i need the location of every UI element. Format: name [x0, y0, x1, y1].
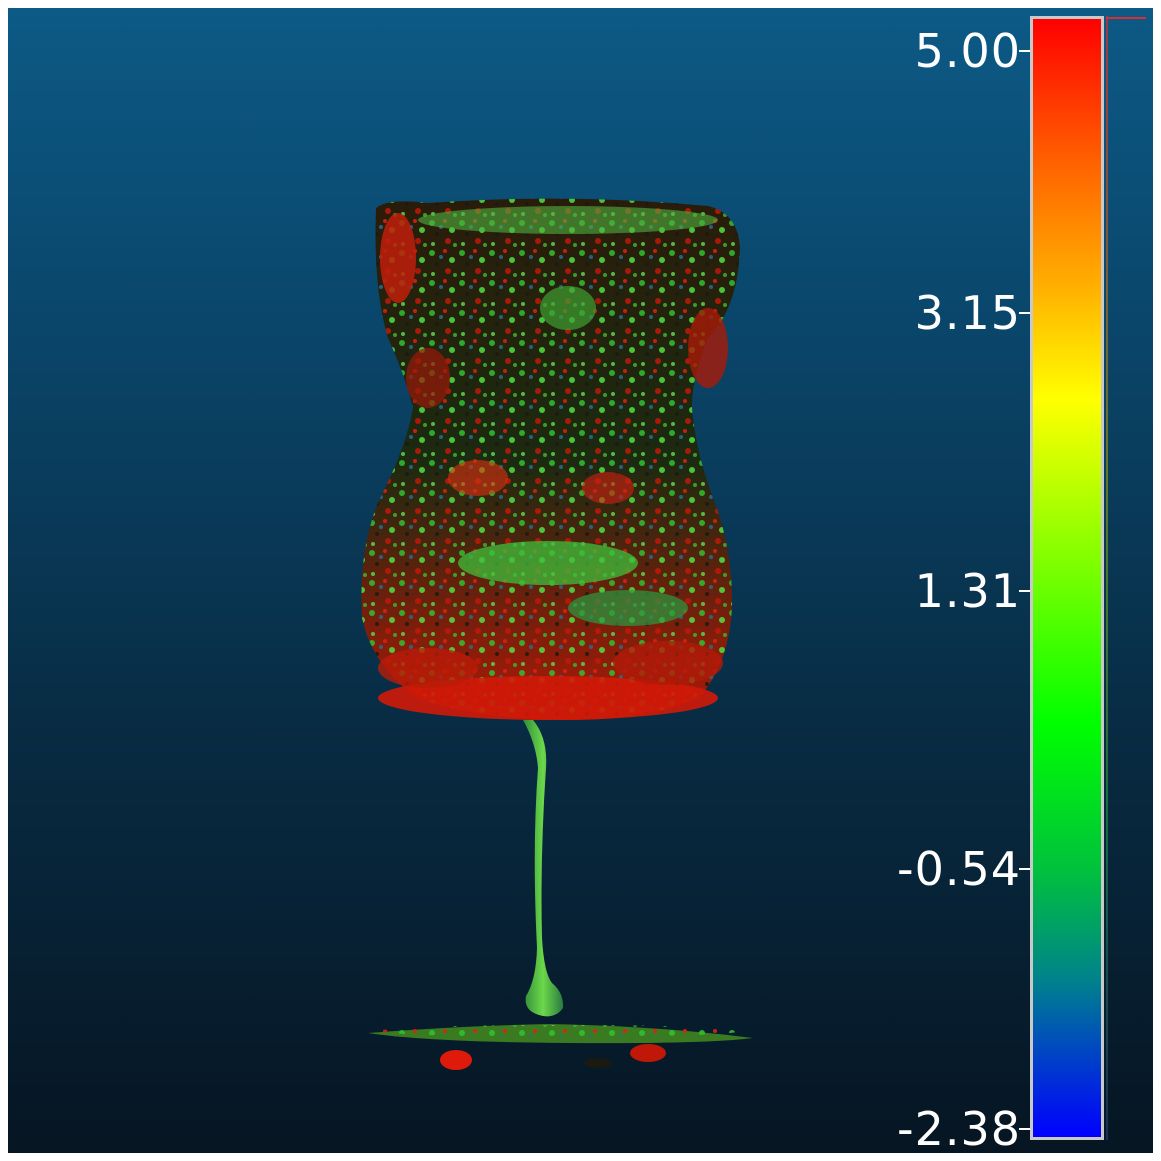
scale-corner-marker — [1106, 17, 1146, 19]
point-cloud-model — [361, 198, 753, 1070]
scale-tick-label: 3.15 — [914, 286, 1021, 340]
scale-tick-label: 1.31 — [914, 564, 1021, 618]
scale-tick-mark — [1019, 1128, 1030, 1130]
scale-tick-mark — [1019, 590, 1030, 592]
scale-tick-label: 5.00 — [914, 24, 1021, 78]
scale-tick-label: -2.38 — [896, 1102, 1021, 1153]
glass-stem — [523, 720, 564, 1017]
scale-tick-mark — [1019, 50, 1030, 52]
color-scale-bar — [1030, 16, 1104, 1140]
3d-viewport[interactable]: 5.00 3.15 1.31 -0.54 -2.38 — [8, 8, 1153, 1153]
color-scale-histogram — [1106, 16, 1108, 1140]
scale-tick-label: -0.54 — [896, 842, 1021, 896]
scale-tick-mark — [1019, 312, 1030, 314]
scale-tick-mark — [1019, 868, 1030, 870]
